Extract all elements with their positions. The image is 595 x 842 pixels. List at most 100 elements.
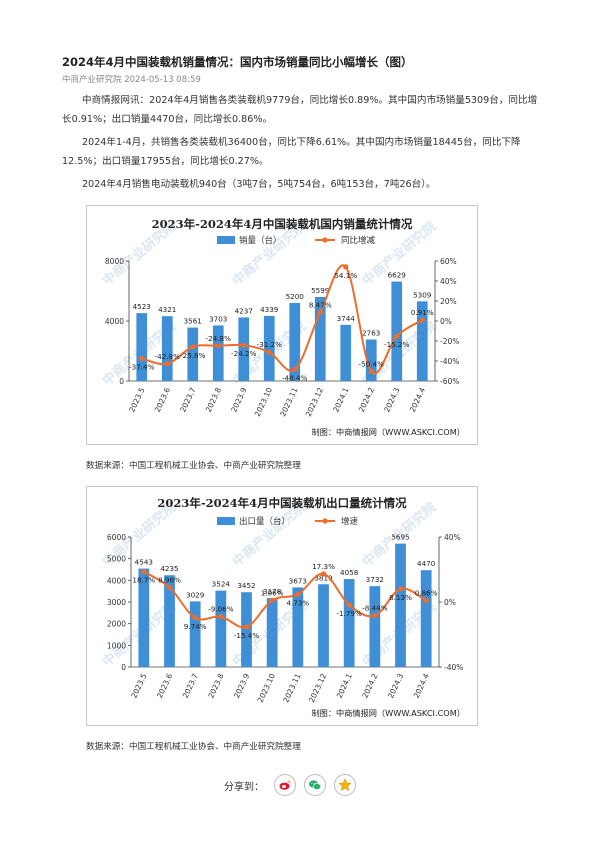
chart-title: 2023年-2024年4月中国装载机出口量统计情况 — [157, 496, 407, 510]
line-value-label: 0.91% — [411, 308, 434, 317]
bar — [215, 590, 227, 667]
x-tick-label: 2023.7 — [181, 672, 200, 700]
y-right-tick-label: 60% — [440, 257, 457, 266]
legend-bar-swatch — [217, 236, 235, 244]
bar — [212, 325, 224, 381]
bar — [395, 543, 406, 667]
legend-bar-swatch — [217, 517, 235, 525]
bar — [138, 568, 150, 667]
line-point — [215, 343, 221, 349]
line-value-label: -31.2% — [257, 340, 283, 349]
line-value-label: -8.44% — [362, 604, 388, 613]
bar-value-label: 5200 — [286, 292, 305, 301]
line-value-label: 17.3% — [312, 562, 335, 571]
wechat-icon[interactable] — [304, 774, 326, 796]
export-chart-svg: 中商产业研究院中商产业研究院中商产业研究院中商产业研究院中商产业研究院中商产业研… — [99, 496, 465, 718]
bar — [189, 601, 201, 667]
bar-value-label: 3029 — [186, 590, 205, 599]
bar-value-label: 3819 — [314, 573, 333, 582]
line-value-label: 8.47% — [309, 301, 332, 310]
x-tick-label: 2023.5 — [129, 672, 148, 700]
bar-value-label: 4470 — [417, 559, 436, 568]
bar — [391, 281, 403, 381]
x-tick-label: 2024.3 — [386, 672, 405, 700]
line-value-label: -25.8% — [180, 351, 206, 360]
y-right-tick-label: 0% — [444, 598, 456, 607]
article-title: 2024年4月中国装载机销量情况：国内市场销量同比小幅增长（图） — [62, 55, 413, 69]
bar-value-label: 3561 — [184, 317, 202, 326]
x-tick-label: 2023.8 — [206, 672, 225, 700]
line-point — [218, 614, 224, 620]
y-left-tick-label: 4000 — [107, 576, 126, 585]
bar-value-label: 5309 — [413, 290, 432, 299]
y-left-tick-label: 0 — [121, 663, 126, 672]
bar — [340, 324, 352, 381]
chart-credit: 制图：中商情报网（WWW.ASKCI.COM） — [311, 708, 465, 718]
line-value-label: -24.8% — [206, 334, 232, 343]
legend-line-label: 增速 — [341, 516, 359, 527]
line-point — [166, 584, 173, 591]
bar — [369, 586, 381, 667]
paragraph-2: 2024年1-4月，共销售各类装载机36400台，同比下降6.61%。其中国内市… — [62, 137, 521, 167]
line-value-label: 54.1% — [334, 271, 357, 280]
line-point — [372, 613, 378, 619]
bar — [263, 315, 275, 381]
line-point — [397, 586, 404, 592]
legend-bar-label: 出口量（台） — [239, 516, 290, 527]
x-tick-label: 2023.11 — [278, 386, 299, 418]
bar-value-label: 4235 — [160, 564, 178, 573]
x-tick-label: 2024.1 — [335, 672, 354, 700]
x-tick-label: 2023.12 — [304, 386, 325, 418]
share-label: 分享到： — [224, 781, 264, 793]
legend-bar-label: 销量（台） — [239, 235, 282, 246]
bar — [292, 587, 304, 667]
line-point — [295, 591, 301, 597]
bar — [266, 598, 278, 667]
line-value-label: 8.13% — [389, 593, 412, 602]
bar-value-label: 3178 — [263, 587, 282, 596]
line-point — [346, 602, 352, 608]
line-point — [269, 597, 275, 603]
bar-value-label: 4543 — [135, 558, 153, 567]
qzone-icon[interactable] — [334, 774, 356, 796]
x-tick-label: 2023.9 — [229, 386, 248, 414]
y-left-tick-label: 2000 — [107, 620, 126, 629]
bar — [136, 313, 148, 381]
y-left-tick-label: 4000 — [105, 317, 124, 326]
bar-value-label: 4339 — [260, 305, 279, 314]
chart-title: 2023年-2024年4月中国装载机国内销量统计情况 — [152, 217, 413, 231]
x-tick-label: 2024.1 — [331, 386, 350, 414]
line-value-label: 4.73% — [286, 598, 309, 607]
bar-value-label: 4523 — [133, 302, 151, 311]
line-point — [243, 624, 250, 630]
paragraph-1: 中商情报网讯：2024年4月销售各类装载机9779台，同比增长0.89%。其中国… — [62, 95, 538, 125]
x-tick-label: 2023.6 — [155, 672, 174, 700]
bar-value-label: 3452 — [237, 581, 255, 590]
bar-value-label: 3673 — [289, 576, 307, 585]
export-chart: 中商产业研究院中商产业研究院中商产业研究院中商产业研究院中商产业研究院中商产业研… — [86, 486, 478, 726]
line-value-label: -9.06% — [208, 605, 234, 614]
bar — [318, 584, 329, 667]
line-point — [241, 342, 247, 348]
x-tick-label: 2023.10 — [253, 386, 274, 418]
line-point — [368, 368, 374, 374]
legend-line-marker — [322, 237, 328, 243]
line-value-label: -15.2% — [384, 340, 410, 349]
line-value-label: 0.86% — [415, 589, 438, 598]
legend-line-marker — [322, 518, 328, 524]
line-value-label: -15.4% — [234, 631, 260, 640]
line-point — [317, 309, 323, 316]
y-right-tick-label: 0% — [440, 317, 452, 326]
paragraph-3: 2024年4月销售电动装载机940台（3吨7台，5吨754台，6吨153台，7吨… — [82, 179, 436, 190]
line-value-label: 18.7% — [132, 576, 155, 585]
bar-value-label: 4237 — [235, 306, 253, 315]
y-left-tick-label: 0 — [119, 377, 124, 386]
domestic-sales-chart: 中商产业研究院中商产业研究院中商产业研究院中商产业研究院中商产业研究院中商产业研… — [86, 205, 478, 445]
chart-source-1: 数据来源：中国工程机械工业协会、中商产业研究院整理 — [86, 461, 301, 471]
bar-value-label: 3524 — [212, 580, 231, 589]
line-point — [343, 264, 349, 270]
weibo-icon[interactable] — [274, 774, 296, 796]
line-point — [292, 366, 298, 372]
x-tick-label: 2023.11 — [281, 672, 302, 704]
bar — [187, 327, 199, 381]
